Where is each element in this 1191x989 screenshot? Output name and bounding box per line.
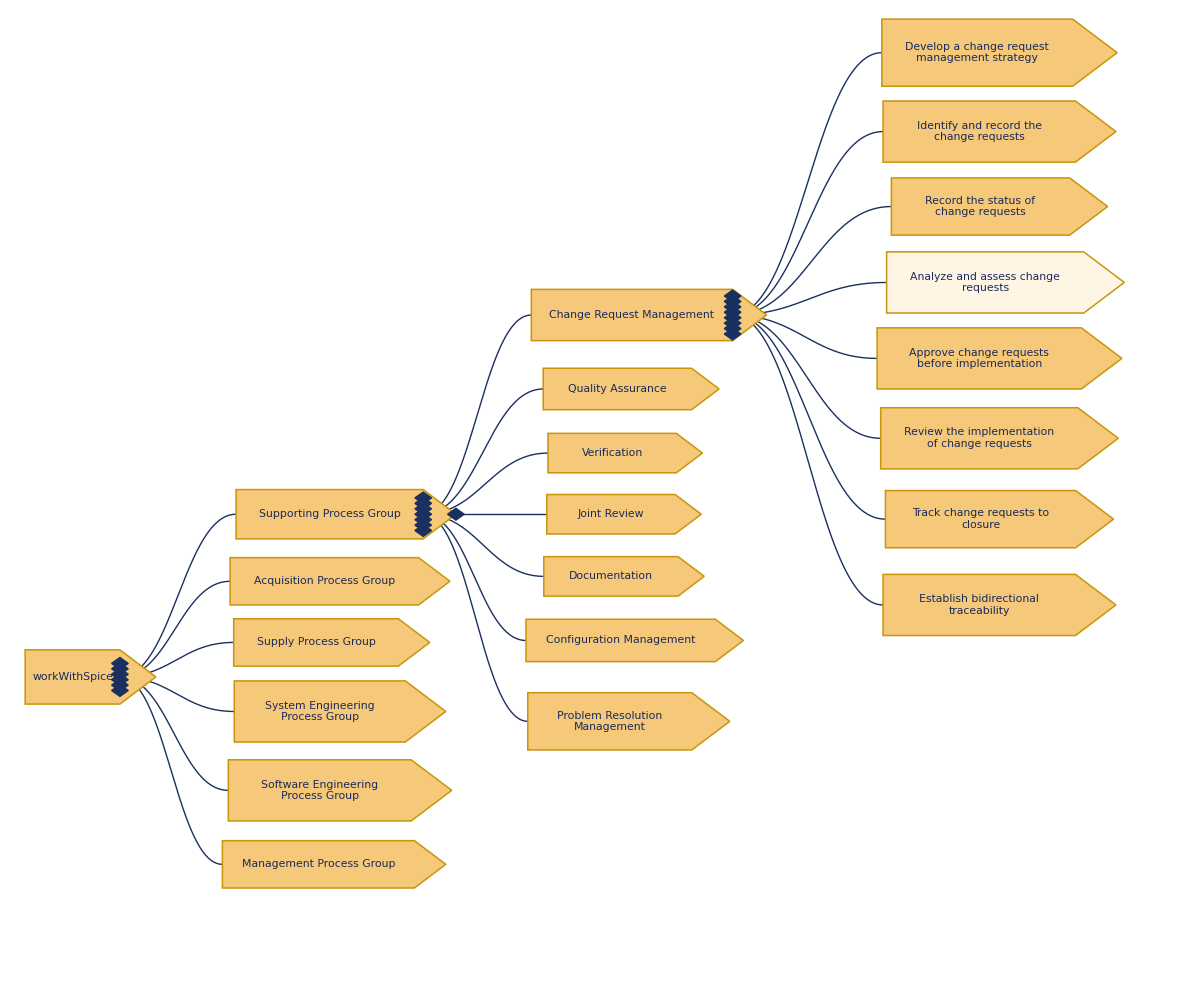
PathPatch shape bbox=[885, 491, 1114, 548]
Text: Supply Process Group: Supply Process Group bbox=[256, 638, 375, 648]
Text: Analyze and assess change
requests: Analyze and assess change requests bbox=[910, 272, 1060, 294]
PathPatch shape bbox=[414, 524, 431, 536]
PathPatch shape bbox=[547, 494, 701, 534]
PathPatch shape bbox=[724, 301, 741, 313]
PathPatch shape bbox=[414, 493, 431, 503]
PathPatch shape bbox=[724, 312, 741, 323]
PathPatch shape bbox=[724, 322, 741, 334]
PathPatch shape bbox=[223, 841, 445, 888]
Text: Acquisition Process Group: Acquisition Process Group bbox=[254, 577, 395, 586]
PathPatch shape bbox=[544, 557, 704, 596]
PathPatch shape bbox=[881, 19, 1117, 86]
PathPatch shape bbox=[414, 502, 431, 514]
PathPatch shape bbox=[112, 674, 129, 685]
Text: Identify and record the
change requests: Identify and record the change requests bbox=[917, 121, 1042, 142]
PathPatch shape bbox=[891, 178, 1108, 235]
Text: Establish bidirectional
traceability: Establish bidirectional traceability bbox=[919, 594, 1040, 616]
PathPatch shape bbox=[112, 669, 129, 680]
PathPatch shape bbox=[414, 508, 431, 520]
PathPatch shape bbox=[229, 760, 451, 821]
PathPatch shape bbox=[724, 328, 741, 340]
PathPatch shape bbox=[414, 497, 431, 509]
Text: Verification: Verification bbox=[581, 448, 643, 458]
PathPatch shape bbox=[526, 619, 743, 662]
PathPatch shape bbox=[112, 663, 129, 674]
Text: Supporting Process Group: Supporting Process Group bbox=[258, 509, 400, 519]
PathPatch shape bbox=[877, 327, 1122, 389]
PathPatch shape bbox=[724, 307, 741, 318]
PathPatch shape bbox=[724, 317, 741, 329]
Text: Documentation: Documentation bbox=[569, 572, 653, 582]
Text: Develop a change request
management strategy: Develop a change request management stra… bbox=[905, 42, 1049, 63]
Text: Track change requests to
closure: Track change requests to closure bbox=[912, 508, 1049, 530]
PathPatch shape bbox=[528, 692, 730, 750]
Text: Review the implementation
of change requests: Review the implementation of change requ… bbox=[904, 427, 1054, 449]
PathPatch shape bbox=[236, 490, 456, 539]
Text: Software Engineering
Process Group: Software Engineering Process Group bbox=[261, 779, 379, 801]
Text: Change Request Management: Change Request Management bbox=[549, 310, 715, 320]
Text: Record the status of
change requests: Record the status of change requests bbox=[925, 196, 1036, 218]
PathPatch shape bbox=[235, 680, 445, 742]
PathPatch shape bbox=[883, 101, 1116, 162]
Text: Joint Review: Joint Review bbox=[578, 509, 644, 519]
PathPatch shape bbox=[414, 519, 431, 531]
PathPatch shape bbox=[233, 619, 430, 667]
Text: Problem Resolution
Management: Problem Resolution Management bbox=[557, 710, 662, 732]
PathPatch shape bbox=[112, 684, 129, 696]
PathPatch shape bbox=[25, 650, 156, 704]
PathPatch shape bbox=[886, 252, 1124, 314]
PathPatch shape bbox=[724, 296, 741, 308]
PathPatch shape bbox=[448, 508, 464, 520]
PathPatch shape bbox=[230, 558, 450, 605]
PathPatch shape bbox=[112, 679, 129, 691]
PathPatch shape bbox=[414, 513, 431, 525]
Text: Approve change requests
before implementation: Approve change requests before implement… bbox=[909, 347, 1049, 369]
Text: Quality Assurance: Quality Assurance bbox=[568, 384, 667, 394]
Text: workWithSpice: workWithSpice bbox=[32, 672, 113, 682]
Text: Configuration Management: Configuration Management bbox=[545, 636, 696, 646]
PathPatch shape bbox=[543, 368, 719, 409]
PathPatch shape bbox=[883, 575, 1116, 636]
PathPatch shape bbox=[880, 407, 1118, 469]
PathPatch shape bbox=[531, 290, 767, 340]
Text: System Engineering
Process Group: System Engineering Process Group bbox=[264, 700, 375, 722]
PathPatch shape bbox=[724, 290, 741, 302]
PathPatch shape bbox=[112, 658, 129, 670]
PathPatch shape bbox=[548, 433, 703, 473]
Text: Management Process Group: Management Process Group bbox=[242, 859, 395, 869]
